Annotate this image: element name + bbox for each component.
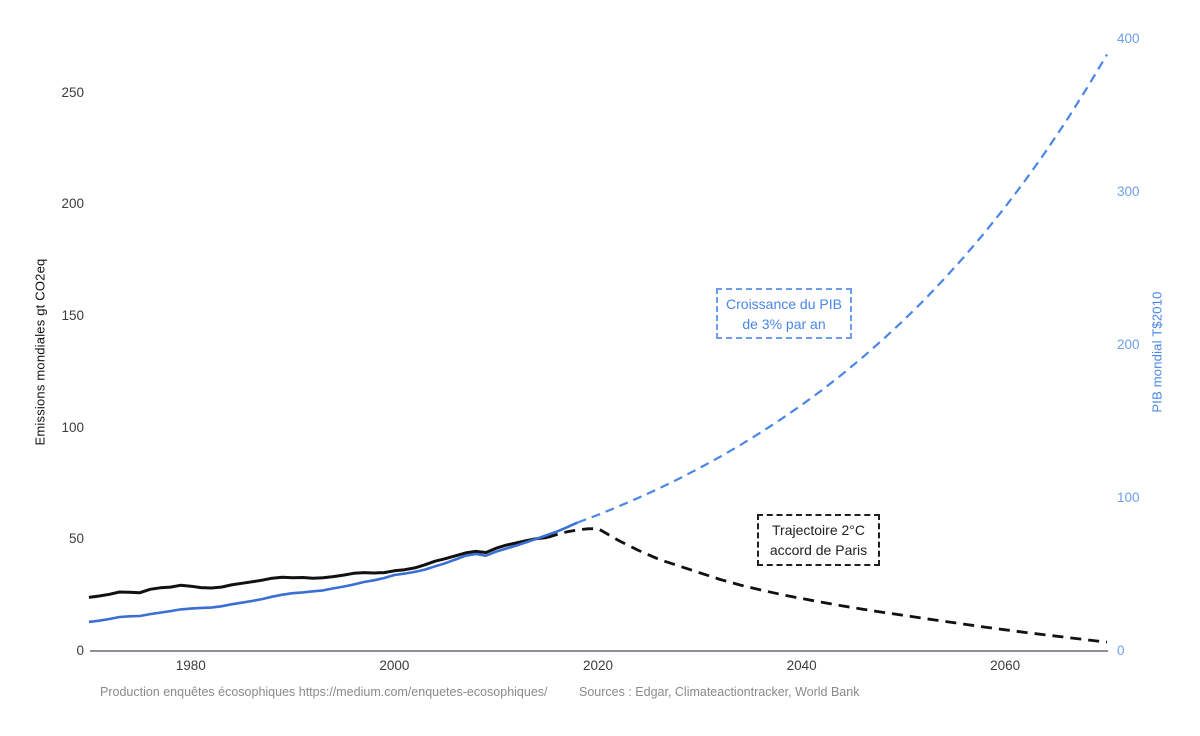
paris-trajectory-annotation: Trajectoire 2°C accord de Paris: [757, 514, 880, 566]
y-left-tick-label: 50: [68, 531, 84, 547]
y-right-tick-label: 0: [1117, 643, 1125, 658]
y-right-tick-label: 300: [1117, 184, 1140, 200]
x-tick-label: 1980: [175, 658, 206, 673]
caption-production-text: Production enquêtes écosophiques https:/…: [100, 685, 548, 699]
x-tick-label: 2040: [786, 658, 817, 673]
x-tick-label: 2060: [990, 658, 1021, 673]
paris-trajectory-annotation-line1: Trajectoire 2°C: [772, 522, 865, 538]
x-tick-label: 2020: [582, 658, 614, 673]
gdp-historical-line: [88, 521, 579, 624]
y-right-tick-label: 400: [1117, 31, 1140, 47]
y-right-tick-label: 200: [1117, 337, 1140, 353]
y-left-tick-label: 0: [76, 643, 84, 658]
y-left-axis-title: Emissions mondiales gt CO2eq: [32, 258, 48, 446]
paris-trajectory-annotation-line2: accord de Paris: [769, 542, 868, 558]
y-left-tick-label: 250: [61, 84, 84, 100]
emissions-historical-line: [88, 536, 548, 599]
gdp-growth-annotation-line2: de 3% par an: [742, 316, 826, 332]
gdp-3pct-projection-line: [577, 53, 1108, 524]
emissions-2c-trajectory-line: [546, 527, 1108, 644]
x-tick-label: 2000: [379, 658, 410, 673]
y-left-tick-label: 100: [61, 419, 84, 435]
gdp-growth-annotation-line1: Croissance du PIB: [726, 296, 842, 312]
gdp-growth-annotation: Croissance du PIB de 3% par an: [716, 288, 852, 339]
caption-sources-text: Sources : Edgar, Climateactiontracker, W…: [579, 685, 860, 699]
y-left-tick-label: 150: [61, 307, 84, 323]
source-caption: Production enquêtes écosophiques https:/…: [100, 685, 859, 699]
y-right-axis-title: PIB mondial T$2010: [1149, 291, 1165, 413]
y-left-tick-label: 200: [61, 196, 84, 212]
y-right-tick-label: 100: [1117, 490, 1140, 506]
